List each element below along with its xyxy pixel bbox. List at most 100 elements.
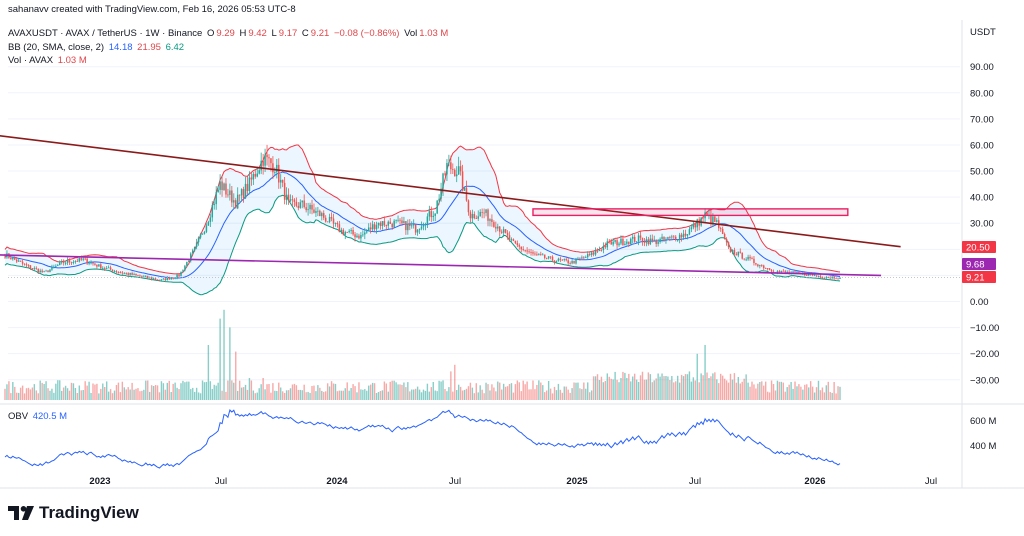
symbol-legend[interactable]: AVAXUSDT · AVAX / TetherUS · 1W · Binanc… <box>8 28 449 39</box>
candle-body <box>174 277 176 279</box>
candle-body <box>352 230 354 235</box>
candle-body <box>667 237 669 239</box>
candle-body <box>694 223 697 228</box>
volume-bar <box>293 383 296 400</box>
volume-bar <box>755 388 757 400</box>
volume-bar <box>653 380 655 400</box>
candle-body <box>328 217 331 222</box>
candle-body <box>256 173 259 177</box>
candle-body <box>176 274 178 278</box>
candle-body <box>23 263 26 265</box>
volume-bar <box>518 382 520 400</box>
candle-body <box>4 256 6 258</box>
candle-body <box>236 194 239 209</box>
candle-body <box>821 277 824 279</box>
price-tick-label: −20.00 <box>970 349 999 360</box>
candle-body <box>43 271 45 273</box>
volume-bar <box>317 385 319 400</box>
volume-bar <box>485 382 487 400</box>
time-tick-label: 2025 <box>566 476 588 487</box>
candle-body <box>788 271 790 273</box>
candle-body <box>817 276 820 277</box>
candle-body <box>121 272 124 274</box>
volume-bar <box>559 389 562 400</box>
volume-bar <box>368 385 370 400</box>
bb-fill <box>5 145 840 295</box>
candle-body <box>366 231 368 233</box>
candle-body <box>88 263 90 264</box>
volume-bar <box>102 383 104 400</box>
candle-body <box>405 221 407 231</box>
candle-body <box>342 229 345 235</box>
volume-bar <box>487 384 489 400</box>
tradingview-logo[interactable]: TradingView <box>8 503 139 523</box>
volume-bar <box>737 377 740 400</box>
candle-body <box>105 268 108 269</box>
candle-body <box>96 264 98 267</box>
candle-body <box>569 263 571 264</box>
candle-body <box>84 258 86 260</box>
volume-bar <box>409 391 411 400</box>
volume-bar <box>403 382 405 400</box>
candle-body <box>375 225 378 230</box>
candle-body <box>190 253 192 261</box>
candle-body <box>29 265 32 269</box>
volume-bar <box>176 387 178 400</box>
candle-body <box>31 268 34 270</box>
volume-bar <box>29 389 32 400</box>
candle-body <box>362 234 364 236</box>
candle-body <box>270 158 272 164</box>
volume-bar <box>111 393 114 400</box>
obv-legend[interactable]: OBV 420.5 M <box>8 411 69 422</box>
volume-bar <box>626 378 628 400</box>
bb-legend[interactable]: BB (20, SMA, close, 2) 14.18 21.95 6.42 <box>8 42 186 53</box>
bb-lower-value: 6.42 <box>165 42 185 53</box>
volume-bar <box>10 393 12 400</box>
volume-bar <box>659 376 661 400</box>
volume-bar <box>156 385 159 400</box>
candle-body <box>205 225 208 232</box>
volume-bar <box>190 389 192 400</box>
candle-body <box>78 258 81 262</box>
candle-body <box>598 250 601 252</box>
candle-body <box>235 200 237 209</box>
candle-body <box>455 174 458 177</box>
volume-bar <box>49 390 51 400</box>
volume-bar <box>375 393 378 400</box>
volume-legend[interactable]: Vol · AVAX 1.03 M <box>8 55 89 66</box>
candle-body <box>401 220 403 224</box>
volume-bar <box>590 390 593 400</box>
candle-body <box>188 260 190 262</box>
volume-bar <box>796 386 798 400</box>
candle-body <box>125 273 127 274</box>
volume-bar <box>184 382 186 400</box>
candle-body <box>559 258 562 260</box>
volume-bar <box>238 380 241 400</box>
candle-body <box>279 179 282 183</box>
volume-bar <box>804 384 806 400</box>
volume-bar <box>68 390 71 400</box>
candle-body <box>448 162 450 164</box>
candle-body <box>706 212 708 216</box>
candle-body <box>755 263 757 265</box>
symbol-name[interactable]: AVAXUSDT · AVAX / TetherUS · 1W · Binanc… <box>8 28 203 39</box>
volume-bar <box>809 381 812 400</box>
volume-bar <box>319 387 321 400</box>
bb-basis-line <box>4 171 841 279</box>
volume-bar <box>401 384 403 400</box>
candle-body <box>545 258 548 259</box>
volume-bar <box>673 382 675 400</box>
volume-bar <box>295 385 298 400</box>
volume-bar <box>573 382 575 400</box>
volume-bar <box>432 382 434 400</box>
volume-bar <box>227 380 229 400</box>
drawings[interactable] <box>0 106 960 278</box>
volume-bar <box>444 389 446 400</box>
volume-bar <box>66 388 69 400</box>
candle-body <box>686 234 689 236</box>
candle-body <box>731 250 734 253</box>
volume-bar <box>387 391 389 400</box>
candle-body <box>197 237 200 243</box>
candle-body <box>354 234 356 238</box>
